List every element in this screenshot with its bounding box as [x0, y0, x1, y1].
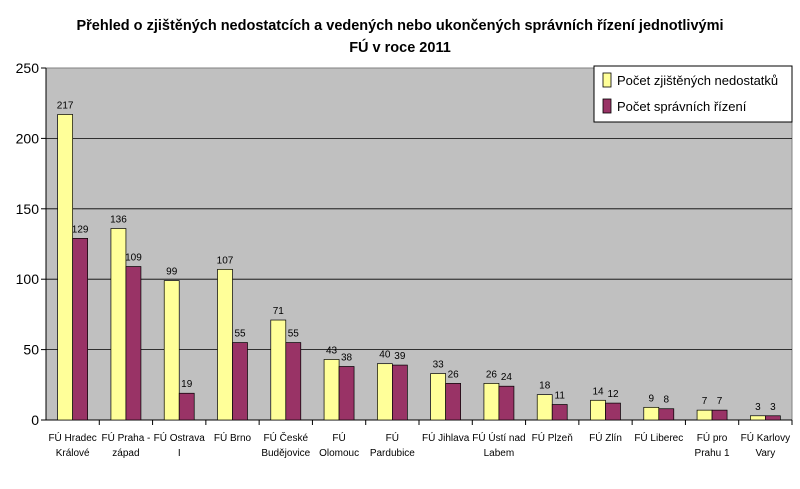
- bar-series-1: [110, 228, 127, 421]
- data-label: 3: [770, 402, 776, 413]
- data-label: 109: [125, 253, 142, 264]
- x-tick-label: FÚ Brno: [214, 431, 252, 444]
- y-tick-label: 250: [16, 60, 40, 76]
- bar-series-2: [605, 402, 621, 421]
- x-tick-label: západ: [112, 448, 139, 459]
- bar-series-1: [590, 399, 606, 421]
- y-tick-label: 100: [16, 271, 40, 287]
- x-tick-label: FÚ: [386, 431, 399, 444]
- data-label: 14: [592, 386, 604, 397]
- x-axis-categories: FÚ Hradec Králové FÚ Praha - západ FÚ Ostrav…: [48, 420, 793, 459]
- chart-title-line-2: FÚ v roce 2011: [349, 38, 451, 56]
- y-tick-label: 0: [31, 412, 39, 428]
- bar-series-1: [750, 415, 766, 421]
- chart-title-line-1: Přehled o zjištěných nedostatcích a vede…: [76, 18, 723, 34]
- x-tick-label: FÚ Jihlava: [422, 431, 470, 444]
- legend-label-series-2: Počet správních řízení: [617, 99, 747, 114]
- data-label: 55: [288, 329, 300, 340]
- data-label: 38: [341, 352, 353, 363]
- y-tick-label: 50: [23, 342, 39, 358]
- bar-series-2: [445, 383, 461, 421]
- bars: [57, 114, 781, 421]
- bar-series-2: [285, 342, 302, 421]
- data-label: 129: [72, 224, 89, 235]
- data-label: 8: [664, 395, 670, 406]
- x-tick-label: Olomouc: [319, 448, 359, 459]
- data-label: 33: [433, 360, 445, 371]
- data-label: 136: [110, 215, 127, 226]
- x-tick-label: I: [178, 448, 181, 459]
- x-tick-label: Prahu 1: [695, 448, 730, 459]
- data-label: 99: [166, 267, 178, 278]
- bar-series-1: [536, 394, 553, 421]
- data-label: 9: [649, 393, 655, 404]
- legend-swatch-series-1: [602, 72, 612, 88]
- bar-series-1: [377, 363, 393, 421]
- bar-series-1: [270, 319, 287, 421]
- bar-series-2: [125, 266, 142, 421]
- bar-series-2: [551, 404, 568, 421]
- data-label: 107: [217, 255, 234, 266]
- data-label: 19: [181, 379, 193, 390]
- legend: Počet zjištěných nedostatků Počet správn…: [593, 65, 793, 123]
- bar-series-2: [498, 385, 515, 421]
- data-label: 40: [379, 350, 391, 361]
- data-label: 55: [234, 329, 246, 340]
- bar-series-2: [765, 415, 781, 421]
- data-label: 3: [755, 402, 761, 413]
- data-label: 71: [273, 306, 285, 317]
- bar-series-1: [643, 406, 660, 421]
- legend-box: [593, 65, 793, 123]
- x-tick-label: Labem: [484, 448, 515, 459]
- data-label: 7: [702, 396, 708, 407]
- data-label: 18: [539, 381, 551, 392]
- x-tick-label: FÚ pro: [697, 431, 728, 444]
- x-tick-label: FÚ Zlín: [589, 431, 622, 444]
- data-label: 26: [486, 369, 498, 380]
- data-label: 7: [717, 396, 723, 407]
- legend-swatch-series-2: [602, 98, 612, 114]
- data-label: 26: [448, 369, 460, 380]
- bar-series-1: [483, 383, 500, 421]
- y-tick-label: 200: [16, 130, 40, 146]
- bar-series-2: [72, 238, 88, 421]
- chart-title: Přehled o zjištěných nedostatcích a vede…: [76, 18, 723, 56]
- x-tick-label: FÚ: [332, 431, 345, 444]
- x-tick-label: FÚ Ostrava: [154, 431, 206, 444]
- data-label: 217: [57, 100, 74, 111]
- data-label: 11: [555, 391, 566, 402]
- bar-series-1: [217, 268, 233, 421]
- x-tick-label: FÚ Liberec: [634, 431, 683, 444]
- bar-series-1: [430, 373, 446, 421]
- x-tick-label: FÚ Plzeň: [532, 431, 573, 444]
- y-tick-label: 150: [16, 201, 40, 217]
- x-tick-label: Budějovice: [261, 448, 310, 459]
- x-tick-label: FÚ Ústí nad: [472, 431, 525, 444]
- bar-series-2: [658, 408, 675, 421]
- bar-series-1: [163, 280, 180, 421]
- bar-series-1: [696, 409, 713, 421]
- bar-series-2: [338, 366, 355, 421]
- x-tick-label: Králové: [56, 448, 90, 459]
- data-label: 24: [501, 372, 513, 383]
- x-tick-label: FÚ Praha -: [101, 431, 150, 444]
- bar-series-2: [232, 342, 248, 421]
- bar-series-2: [392, 364, 408, 421]
- x-tick-label: Pardubice: [370, 448, 415, 459]
- data-label: 39: [394, 351, 406, 362]
- x-tick-label: FÚ Hradec: [48, 431, 96, 444]
- data-label: 12: [607, 389, 619, 400]
- data-label: 43: [326, 345, 338, 356]
- bar-series-2: [178, 392, 195, 421]
- bar-series-2: [711, 409, 728, 421]
- x-tick-label: FÚ České: [264, 431, 309, 444]
- x-tick-label: Vary: [755, 448, 775, 459]
- bar-series-1: [57, 114, 73, 421]
- x-tick-label: FÚ Karlovy: [741, 431, 790, 444]
- bar-series-1: [323, 359, 340, 421]
- legend-label-series-1: Počet zjištěných nedostatků: [617, 73, 778, 88]
